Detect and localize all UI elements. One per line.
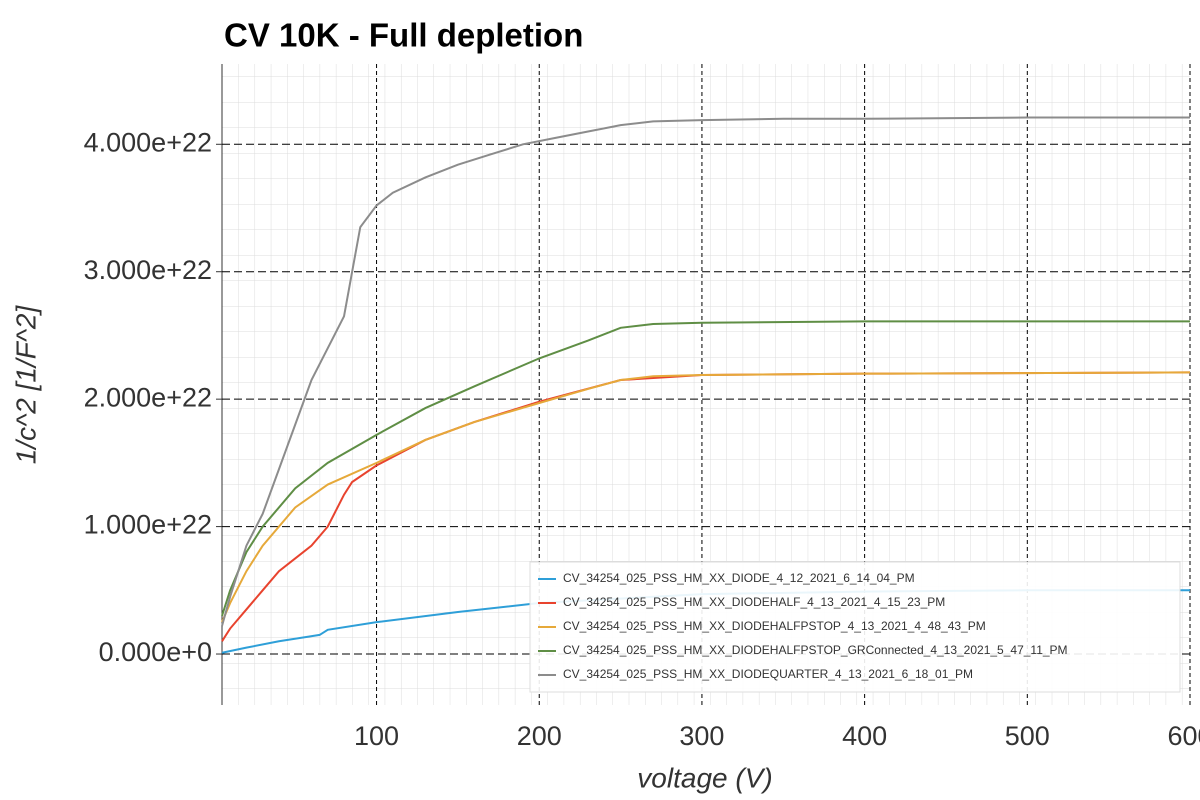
x-axis-label: voltage (V): [637, 762, 772, 793]
legend-label: CV_34254_025_PSS_HM_XX_DIODE_4_12_2021_6…: [563, 571, 915, 585]
x-tick-label: 500: [1005, 721, 1050, 751]
y-tick-label: 3.000e+22: [84, 255, 212, 285]
legend-label: CV_34254_025_PSS_HM_XX_DIODEHALF_4_13_20…: [563, 595, 945, 609]
x-tick-label: 400: [842, 721, 887, 751]
series-line: [221, 116, 1190, 627]
x-tick-label: 300: [679, 721, 724, 751]
series-line: [221, 320, 1190, 617]
legend-label: CV_34254_025_PSS_HM_XX_DIODEHALFPSTOP_4_…: [563, 619, 986, 633]
x-tick-label: 200: [517, 721, 562, 751]
y-axis-label: 1/c^2 [1/F^2]: [10, 305, 41, 465]
chart-title: CV 10K - Full depletion: [224, 17, 583, 54]
x-tick-label: 100: [354, 721, 399, 751]
series-line: [221, 371, 1191, 623]
y-tick-label: 4.000e+22: [84, 127, 212, 157]
x-tick-label: 600: [1167, 721, 1200, 751]
legend-label: CV_34254_025_PSS_HM_XX_DIODEHALFPSTOP_GR…: [563, 643, 1068, 657]
legend-label: CV_34254_025_PSS_HM_XX_DIODEQUARTER_4_13…: [563, 667, 973, 681]
y-tick-label: 2.000e+22: [84, 382, 212, 412]
legend-box: [529, 561, 1181, 693]
y-tick-label: 0.000e+0: [99, 637, 212, 667]
legend: CV_34254_025_PSS_HM_XX_DIODE_4_12_2021_6…: [529, 561, 1181, 693]
y-tick-label: 1.000e+22: [84, 510, 212, 540]
